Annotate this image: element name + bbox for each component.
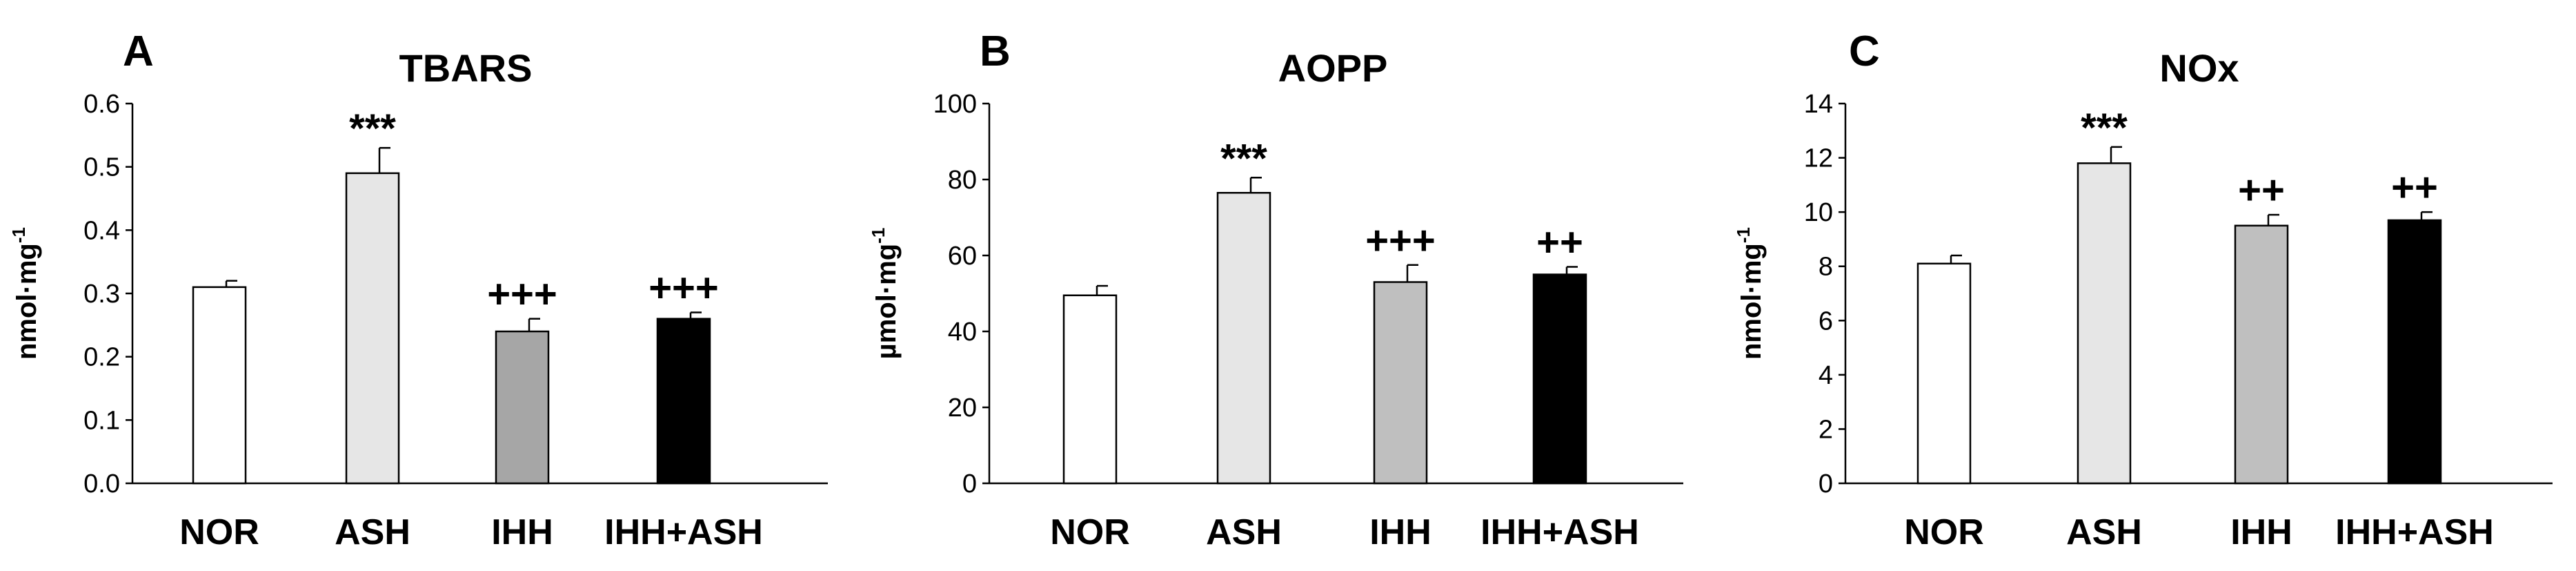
y-tick-label: 0.4 xyxy=(83,216,120,245)
significance-marker: *** xyxy=(349,106,396,151)
category-label: NOR xyxy=(1050,512,1130,552)
panel-letter: A xyxy=(123,28,154,75)
significance-marker: +++ xyxy=(648,266,719,311)
category-label: IHH xyxy=(491,512,553,552)
category-label: IHH xyxy=(1369,512,1431,552)
panel-a: A TBARS nmol·mg-1 0.0 0.1 0.2 0.3 0.4 0.5 0.6 NOR *… xyxy=(8,28,828,552)
bar-nor xyxy=(1062,294,1118,485)
significance-marker: +++ xyxy=(487,272,557,317)
y-axis-label: nmol·mg-1 xyxy=(8,227,42,360)
y-tick-label: 80 xyxy=(948,166,977,195)
category-label: ASH xyxy=(2066,512,2142,552)
panel-letter: C xyxy=(1849,28,1880,75)
category-label: IHH+ASH xyxy=(1480,512,1639,552)
y-tick-label: 20 xyxy=(948,394,977,423)
y-tick-label: 4 xyxy=(1819,361,1833,390)
panel-letter: B xyxy=(980,28,1011,75)
bar-ash xyxy=(1216,192,1271,485)
category-label: IHH+ASH xyxy=(604,512,763,552)
bar-ihh-plus-ash xyxy=(1532,273,1587,485)
bar-nor xyxy=(192,286,247,485)
y-tick-label: 40 xyxy=(948,318,977,347)
y-tick-label: 0 xyxy=(962,470,977,499)
category-label: NOR xyxy=(179,512,259,552)
category-label: IHH xyxy=(2230,512,2292,552)
y-tick-label: 60 xyxy=(948,242,977,271)
significance-marker: *** xyxy=(1220,136,1267,181)
category-label: NOR xyxy=(1904,512,1984,552)
chart-title: AOPP xyxy=(1278,46,1388,90)
y-tick-label: 0 xyxy=(1819,470,1833,499)
bar-ihh-plus-ash xyxy=(656,318,711,485)
significance-marker: ++ xyxy=(1536,220,1583,265)
y-axis-label: µmol·mg-1 xyxy=(868,228,902,360)
y-tick-label: 0.1 xyxy=(83,406,120,435)
chart-title: NOx xyxy=(2159,46,2239,90)
category-label: ASH xyxy=(1206,512,1282,552)
category-label: IHH+ASH xyxy=(2335,512,2494,552)
significance-marker: ++ xyxy=(2391,165,2438,210)
bar-nor xyxy=(1916,262,1972,485)
bar-ihh xyxy=(2234,224,2289,485)
y-tick-label: 6 xyxy=(1819,307,1833,336)
y-tick-label: 100 xyxy=(933,90,977,119)
panel-b: B AOPP µmol·mg-1 0 20 40 60 80 100 NOR *** ASH +++ IH… xyxy=(868,28,1683,552)
significance-marker: +++ xyxy=(1365,218,1436,263)
y-tick-label: 0.3 xyxy=(83,280,120,309)
y-tick-label: 0.0 xyxy=(83,470,120,499)
significance-marker: ++ xyxy=(2238,168,2285,213)
y-tick-label: 8 xyxy=(1819,253,1833,282)
bar-ash xyxy=(345,172,400,485)
y-tick-label: 10 xyxy=(1804,198,1833,227)
chart-title: TBARS xyxy=(399,46,533,90)
category-label: ASH xyxy=(335,512,410,552)
bar-ihh xyxy=(1373,281,1428,485)
y-tick-label: 0.5 xyxy=(83,153,120,182)
y-tick-label: 2 xyxy=(1819,415,1833,444)
bar-ash xyxy=(2077,162,2132,485)
y-tick-label: 0.2 xyxy=(83,343,120,372)
y-tick-label: 12 xyxy=(1804,144,1833,173)
panel-c: C NOx nmol·mg-1 0 2 4 6 8 10 12 14 NOR *** ASH ++ IHH ++… xyxy=(1733,28,2553,552)
bar-ihh xyxy=(495,330,550,485)
y-tick-label: 0.6 xyxy=(83,90,120,119)
significance-marker: *** xyxy=(2081,106,2128,151)
y-axis-label: nmol·mg-1 xyxy=(1733,227,1767,360)
y-tick-label: 14 xyxy=(1804,90,1833,119)
bar-ihh-plus-ash xyxy=(2387,219,2442,485)
